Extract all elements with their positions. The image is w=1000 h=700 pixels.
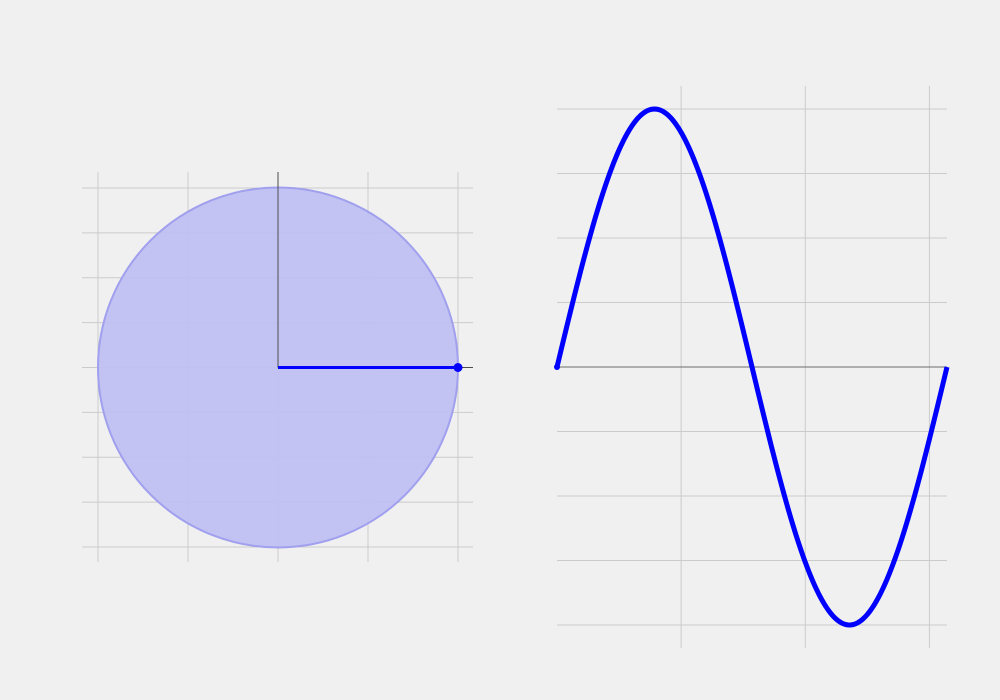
curve-start-point <box>554 364 560 370</box>
angle-point <box>453 363 463 372</box>
sine-wave-panel <box>554 86 950 648</box>
sine-curve <box>554 106 950 628</box>
unit-circle-panel <box>82 172 473 562</box>
